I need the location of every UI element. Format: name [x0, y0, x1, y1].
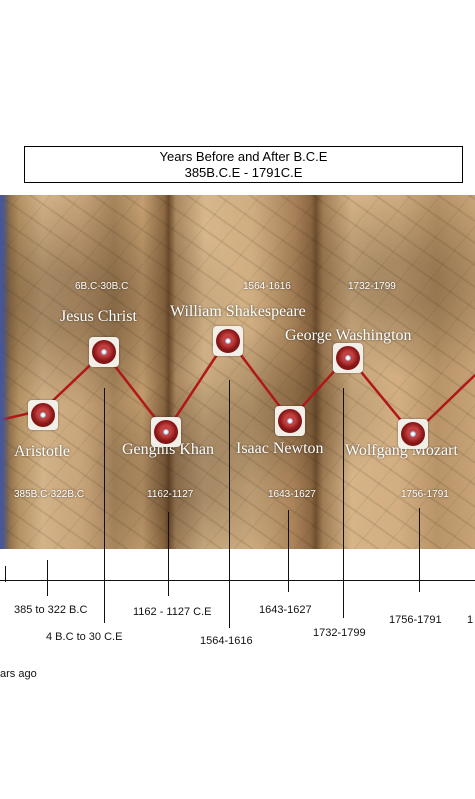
timeline-label-genghis-khan: 1162 - 1127 C.E — [133, 606, 212, 618]
tick-aristotle — [47, 560, 48, 596]
timeline-label-cut-off: 1 — [467, 614, 474, 626]
timeline-label-shakespeare: 1564-1616 — [200, 635, 253, 647]
timeline-label-mozart: 1756-1791 — [389, 614, 442, 626]
name-genghis-khan: Genghis Khan — [122, 441, 214, 458]
pin-newton-icon[interactable] — [275, 406, 305, 436]
pin-mozart-icon[interactable] — [398, 419, 428, 449]
range-shakespeare: 1564-1616 — [243, 281, 291, 292]
pin-jesus-christ-icon[interactable] — [89, 337, 119, 367]
name-washington: George Washington — [285, 327, 412, 344]
range-jesus-christ: 6B.C-30B.C — [75, 281, 129, 292]
chart-title-box: Years Before and After B.C.E 385B.C.E - … — [24, 146, 463, 183]
timeline-label-aristotle: 385 to 322 B.C — [14, 604, 88, 616]
tick-shakespeare — [229, 380, 230, 628]
timeline-label-washington: 1732-1799 — [313, 627, 366, 639]
name-mozart: Wolfgang Mozart — [345, 442, 458, 459]
range-aristotle: 385B.C-322B.C — [14, 489, 85, 500]
pin-genghis-khan-icon[interactable] — [151, 417, 181, 447]
range-newton: 1643-1627 — [268, 489, 316, 500]
name-jesus-christ: Jesus Christ — [60, 308, 137, 325]
tick-jesus-christ — [104, 388, 105, 623]
pin-washington-icon[interactable] — [333, 343, 363, 373]
parchment-scroll-image: 385B.C-322B.C 6B.C-30B.C 1162-1127 1564-… — [0, 195, 475, 549]
name-newton: Isaac Newton — [236, 440, 324, 457]
title-line-1: Years Before and After B.C.E — [159, 149, 328, 164]
tick-left — [5, 566, 6, 582]
tick-mozart — [419, 508, 420, 592]
range-genghis-khan: 1162-1127 — [147, 489, 194, 500]
name-aristotle: Aristotle — [14, 443, 70, 460]
left-caption: ars ago — [0, 668, 37, 680]
timeline-label-jesus-christ: 4 B.C to 30 C.E — [46, 631, 123, 643]
range-washington: 1732-1799 — [348, 281, 396, 292]
timeline-axis — [0, 580, 475, 581]
name-shakespeare: William Shakespeare — [170, 303, 306, 320]
tick-washington — [343, 388, 344, 618]
timeline-label-newton: 1643-1627 — [259, 604, 312, 616]
pin-shakespeare-icon[interactable] — [213, 326, 243, 356]
tick-genghis-khan — [168, 512, 169, 596]
range-mozart: 1756-1791 — [401, 489, 449, 500]
pin-aristotle-icon[interactable] — [28, 400, 58, 430]
title-line-2: 385B.C.E - 1791C.E — [184, 165, 303, 180]
tick-newton — [288, 510, 289, 592]
